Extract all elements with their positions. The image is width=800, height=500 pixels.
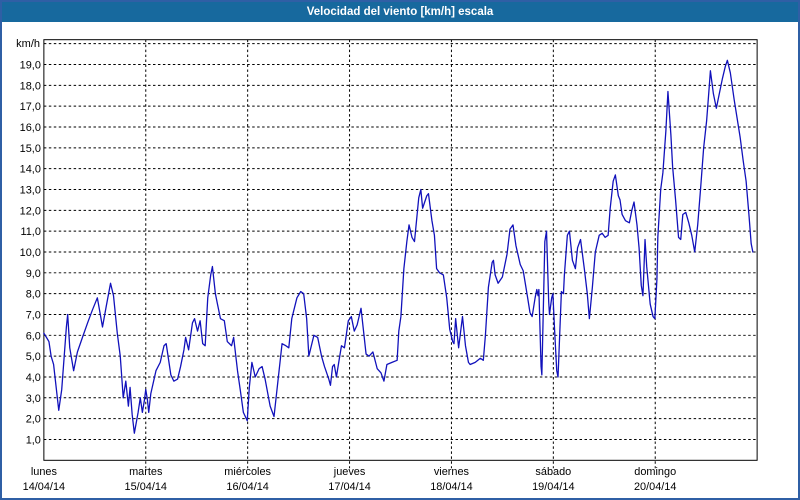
x-day-label: lunes	[31, 466, 58, 478]
y-axis-unit-label: km/h	[16, 38, 40, 50]
x-day-label: sábado	[535, 466, 571, 478]
x-date-label: 16/04/14	[226, 481, 268, 493]
x-date-label: 19/04/14	[532, 481, 574, 493]
x-day-label: miércoles	[224, 466, 271, 478]
x-date-label: 15/04/14	[125, 481, 167, 493]
y-tick-label: 12,0	[20, 205, 41, 217]
y-tick-label: 6,0	[26, 330, 41, 342]
wind-speed-line	[43, 59, 754, 434]
y-tick-label: 8,0	[26, 289, 41, 301]
y-tick-label: 2,0	[26, 414, 41, 426]
y-tick-label: 4,0	[26, 372, 41, 384]
y-tick-label: 3,0	[26, 393, 41, 405]
x-day-label: martes	[129, 466, 163, 478]
y-tick-label: 19,0	[20, 59, 41, 71]
plot-frame	[43, 39, 758, 461]
y-tick-label: 7,0	[26, 309, 41, 321]
y-tick-label: 15,0	[20, 143, 41, 155]
x-day-label: jueves	[333, 466, 366, 478]
y-tick-label: 13,0	[20, 184, 41, 196]
x-date-label: 17/04/14	[328, 481, 370, 493]
y-tick-label: 16,0	[20, 122, 41, 134]
y-tick-label: 11,0	[20, 226, 40, 238]
y-tick-label: 5,0	[26, 351, 41, 363]
x-day-label: viernes	[434, 466, 470, 478]
y-tick-label: 1,0	[26, 434, 41, 446]
y-tick-label: 10,0	[20, 247, 41, 259]
x-date-label: 20/04/14	[634, 481, 676, 493]
x-date-label: 14/04/14	[23, 481, 65, 493]
title-bar: Velocidad del viento [km/h] escala	[2, 2, 798, 22]
window-title: Velocidad del viento [km/h] escala	[306, 6, 494, 18]
x-day-label: domingo	[634, 466, 676, 478]
y-tick-label: 18,0	[20, 80, 41, 92]
y-tick-label: 9,0	[26, 268, 41, 280]
y-tick-label: 17,0	[20, 101, 41, 113]
y-tick-label: 14,0	[20, 164, 41, 176]
x-date-label: 18/04/14	[430, 481, 472, 493]
